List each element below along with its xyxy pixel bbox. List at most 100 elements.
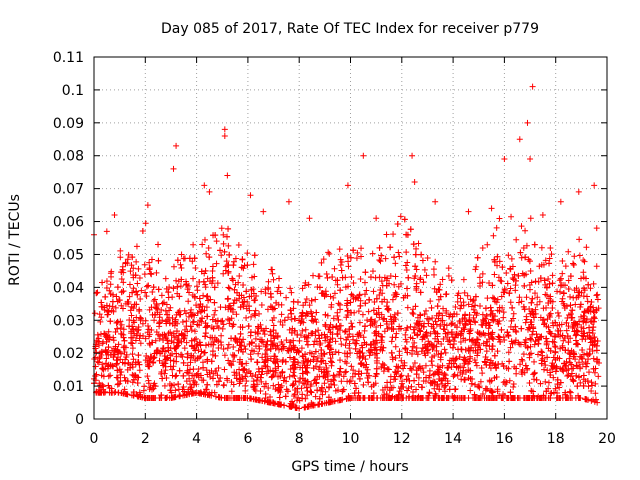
data-point [188, 306, 195, 313]
data-point [113, 320, 120, 327]
data-point [551, 339, 558, 346]
data-point [287, 354, 294, 361]
data-point [338, 378, 345, 385]
data-point [183, 318, 190, 325]
data-point [96, 380, 103, 387]
data-point [479, 270, 486, 277]
data-point [384, 306, 391, 313]
data-point [433, 343, 440, 350]
data-point [269, 270, 276, 277]
data-point [341, 329, 348, 336]
data-point [95, 359, 102, 366]
data-point [318, 259, 325, 266]
data-point [511, 271, 518, 278]
data-point [449, 344, 456, 351]
data-point [312, 296, 319, 303]
data-point [97, 318, 104, 325]
data-point [105, 344, 112, 351]
data-point [239, 256, 246, 263]
data-point [420, 377, 427, 384]
data-point [409, 152, 416, 159]
data-point [404, 304, 411, 311]
data-point [153, 269, 160, 276]
data-point [385, 324, 392, 331]
data-point [494, 262, 501, 269]
y-tick-label: 0.07 [53, 182, 84, 198]
data-point [402, 346, 409, 353]
data-point [488, 377, 495, 384]
data-point [555, 312, 562, 319]
data-point [526, 286, 533, 293]
data-point [99, 340, 106, 347]
x-tick-label: 2 [141, 431, 150, 447]
data-point [545, 275, 552, 282]
data-point [544, 316, 551, 323]
data-point [472, 381, 479, 388]
data-point [220, 270, 227, 277]
data-point [479, 279, 486, 286]
data-point [224, 172, 231, 179]
data-point [400, 365, 407, 372]
data-point [550, 374, 557, 381]
data-point [200, 377, 207, 384]
data-point [306, 215, 313, 222]
data-point [439, 276, 446, 283]
data-point [340, 373, 347, 380]
data-point [476, 274, 483, 281]
data-point [359, 352, 366, 359]
data-point [489, 360, 496, 367]
data-point [408, 383, 415, 390]
data-point [523, 242, 530, 249]
data-point [332, 338, 339, 345]
data-point [231, 296, 238, 303]
data-point [211, 311, 218, 318]
data-point [270, 314, 277, 321]
data-point [328, 304, 335, 311]
data-point [311, 338, 318, 345]
data-point [588, 379, 595, 386]
data-point [473, 362, 480, 369]
data-point [556, 277, 563, 284]
data-point [422, 362, 429, 369]
data-point [224, 377, 231, 384]
data-point [507, 389, 514, 396]
data-point [470, 338, 477, 345]
data-point [306, 302, 313, 309]
data-point [166, 307, 173, 314]
data-point [230, 258, 237, 265]
data-point [221, 248, 228, 255]
data-point [227, 306, 234, 313]
data-point [121, 337, 128, 344]
data-point [229, 351, 236, 358]
data-point [235, 242, 242, 249]
data-point [281, 402, 288, 409]
data-point [209, 263, 216, 270]
data-point [137, 295, 144, 302]
data-point [512, 287, 519, 294]
data-point [104, 311, 111, 318]
data-point [202, 333, 209, 340]
data-point [535, 393, 542, 400]
data-point [287, 339, 294, 346]
data-point [594, 291, 601, 298]
data-point [432, 318, 439, 325]
data-point [106, 287, 113, 294]
data-point [252, 335, 259, 342]
data-point [108, 273, 115, 280]
data-point [435, 338, 442, 345]
data-point [146, 340, 153, 347]
data-point [336, 301, 343, 308]
data-point [223, 258, 230, 265]
data-point [190, 377, 197, 384]
data-point [244, 250, 251, 257]
data-point [170, 363, 177, 370]
data-point [376, 291, 383, 298]
chart-title: Day 085 of 2017, Rate Of TEC Index for r… [161, 21, 539, 37]
data-point [507, 285, 514, 292]
data-point [513, 328, 520, 335]
data-point [557, 333, 564, 340]
data-point [130, 285, 137, 292]
data-point [539, 355, 546, 362]
data-point [411, 179, 418, 186]
data-point [214, 323, 221, 330]
